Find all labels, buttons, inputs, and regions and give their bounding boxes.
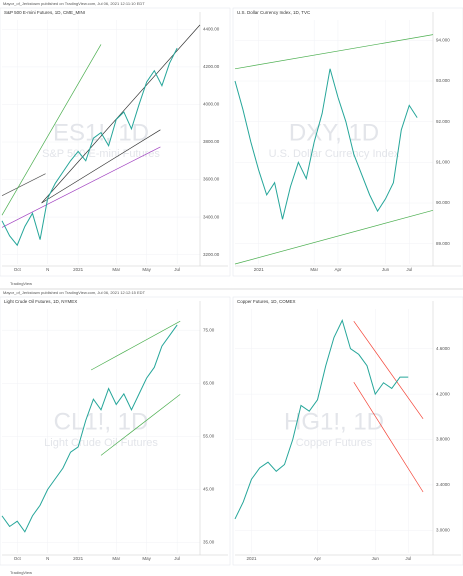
x-tick-label: Mar <box>112 267 120 272</box>
watermark: CL1!, 1D <box>54 408 149 435</box>
x-tick-label: 2021 <box>254 267 265 272</box>
chart-title: Copper Futures, 1D, COMEX <box>237 299 296 304</box>
trend-line <box>1 173 46 196</box>
x-tick-label: Oct <box>14 556 22 561</box>
header: Mayor_of_Jerkstown published on TradingV… <box>3 1 145 6</box>
trend-line <box>1 146 161 228</box>
panel <box>0 296 231 566</box>
panel <box>232 7 463 277</box>
x-tick-label: Apr <box>314 556 322 561</box>
y-tick-label: 3400.00 <box>203 214 220 219</box>
x-tick-label: May <box>142 267 151 272</box>
x-tick-label: 2021 <box>73 556 84 561</box>
y-tick-label: 89.000 <box>436 241 450 246</box>
chart-title: Light Crude Oil Futures, 1D, NYMEX <box>4 299 77 304</box>
y-tick-label: 45.00 <box>203 487 215 492</box>
y-tick-label: 91.000 <box>436 160 450 165</box>
y-tick-label: 94.000 <box>436 38 450 43</box>
watermark: HG1!, 1D <box>284 408 384 435</box>
y-tick-label: 75.00 <box>203 327 215 332</box>
x-tick-label: Oct <box>14 267 22 272</box>
x-tick-label: Mar <box>112 556 120 561</box>
trend-line <box>41 129 161 204</box>
chart-title: U.S. Dollar Currency Index, 1D, TVC <box>237 10 311 15</box>
y-tick-label: 4000.00 <box>203 102 220 107</box>
y-tick-label: 4400.00 <box>203 27 220 32</box>
x-tick-label: Apr <box>334 267 342 272</box>
trend-line <box>1 44 102 216</box>
x-tick-label: May <box>142 556 151 561</box>
trend-line <box>234 34 434 70</box>
x-tick-label: 2021 <box>246 556 257 561</box>
y-tick-label: 92.000 <box>436 119 450 124</box>
footer: TradingView <box>10 570 32 575</box>
y-tick-label: 93.000 <box>436 78 450 83</box>
y-tick-label: 3800.00 <box>203 139 220 144</box>
header: Mayor_of_Jerkstown published on TradingV… <box>3 290 146 295</box>
x-tick-label: Jul <box>406 267 412 272</box>
y-tick-label: 4200.00 <box>203 64 220 69</box>
watermark-subtitle: S&P 500 E-mini Futures <box>42 148 160 160</box>
x-tick-label: N <box>46 267 49 272</box>
footer: TradingView <box>10 281 32 286</box>
trend-line <box>353 320 424 420</box>
x-tick-label: Jun <box>382 267 390 272</box>
x-tick-label: 2021 <box>73 267 84 272</box>
x-tick-label: N <box>46 556 49 561</box>
y-tick-label: 3.8000 <box>436 437 450 442</box>
watermark-subtitle: Light Crude Oil Futures <box>44 437 158 449</box>
x-tick-label: Jun <box>372 556 380 561</box>
y-tick-label: 65.00 <box>203 380 215 385</box>
watermark-subtitle: Copper Futures <box>296 437 373 449</box>
trend-line <box>353 382 424 493</box>
y-tick-label: 4.2000 <box>436 391 450 396</box>
y-tick-label: 35.00 <box>203 540 215 545</box>
chart-title: S&P 500 E-mini Futures, 1D, CME_MINI <box>4 10 85 15</box>
price-line <box>234 318 409 520</box>
watermark-subtitle: U.S. Dollar Currency Index <box>269 148 400 160</box>
x-tick-label: Jul <box>405 556 411 561</box>
price-line <box>1 324 178 533</box>
x-tick-label: Jul <box>174 556 180 561</box>
y-tick-label: 3600.00 <box>203 177 220 182</box>
trend-line <box>90 320 181 371</box>
y-tick-label: 3.4000 <box>436 482 450 487</box>
trend-line <box>234 209 434 265</box>
trend-line <box>100 394 181 456</box>
price-line <box>1 47 178 247</box>
y-tick-label: 90.000 <box>436 200 450 205</box>
y-tick-label: 3.0000 <box>436 527 450 532</box>
x-tick-label: Jul <box>174 267 180 272</box>
x-tick-label: Mar <box>310 267 318 272</box>
watermark: DXY, 1D <box>289 119 379 146</box>
y-tick-label: 3200.00 <box>203 252 220 257</box>
y-tick-label: 4.6000 <box>436 346 450 351</box>
y-tick-label: 55.00 <box>203 433 215 438</box>
price-line <box>234 68 418 220</box>
